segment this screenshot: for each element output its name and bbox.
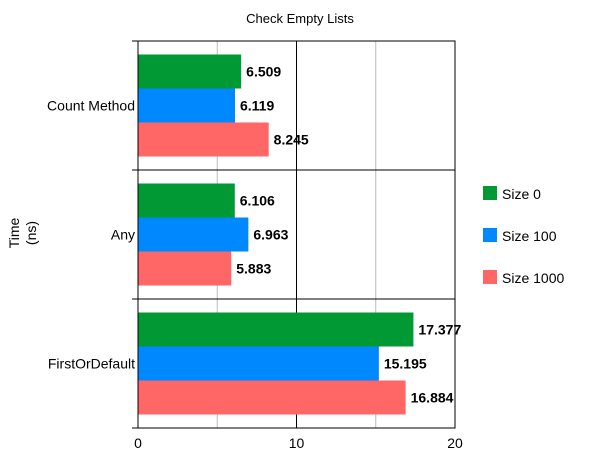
data-label: 6.963	[253, 227, 288, 243]
data-label: 16.884	[411, 390, 454, 406]
data-label: 6.106	[240, 193, 275, 209]
data-label: 6.509	[246, 64, 281, 80]
bar	[138, 346, 379, 381]
data-label: 6.119	[240, 98, 274, 114]
category-label: Any	[111, 227, 135, 243]
plot-frame	[132, 40, 456, 429]
category-label: Count Method	[47, 98, 135, 114]
chart-title: Check Empty Lists	[246, 11, 354, 26]
plot-border	[137, 40, 456, 429]
x-tick-label: 0	[134, 435, 142, 451]
bar	[138, 54, 242, 89]
data-labels: 6.509 6.119 8.245 6.106 6.963 5.883 17.377 15.1…	[236, 64, 461, 406]
category-labels: Count Method Any FirstOrDefault	[47, 98, 135, 372]
bar	[138, 122, 269, 157]
data-label: 17.377	[418, 322, 461, 338]
x-tick-labels: 0 10 20	[134, 435, 463, 451]
bar	[138, 183, 235, 218]
legend-swatch	[483, 228, 497, 242]
legend-swatch	[483, 186, 497, 200]
legend-entry: Size 1000	[502, 270, 564, 286]
legend: Size 0 Size 100 Size 1000	[483, 186, 564, 286]
bars	[138, 54, 414, 415]
data-label: 15.195	[384, 356, 427, 372]
bar	[138, 88, 235, 123]
bar	[138, 380, 406, 415]
data-label: 8.245	[274, 132, 309, 148]
bar	[138, 251, 232, 286]
x-tick-label: 10	[289, 435, 305, 451]
category-label: FirstOrDefault	[48, 356, 135, 372]
y-axis-label-line-2: (ns)	[23, 221, 39, 245]
legend-entry: Size 100	[502, 228, 557, 244]
x-tick-label: 20	[447, 435, 463, 451]
legend-entry: Size 0	[502, 186, 541, 202]
bar	[138, 312, 414, 347]
data-label: 5.883	[236, 261, 271, 277]
y-axis-label-line-1: Time	[6, 217, 22, 248]
legend-swatch	[483, 270, 497, 284]
bar	[138, 217, 249, 252]
